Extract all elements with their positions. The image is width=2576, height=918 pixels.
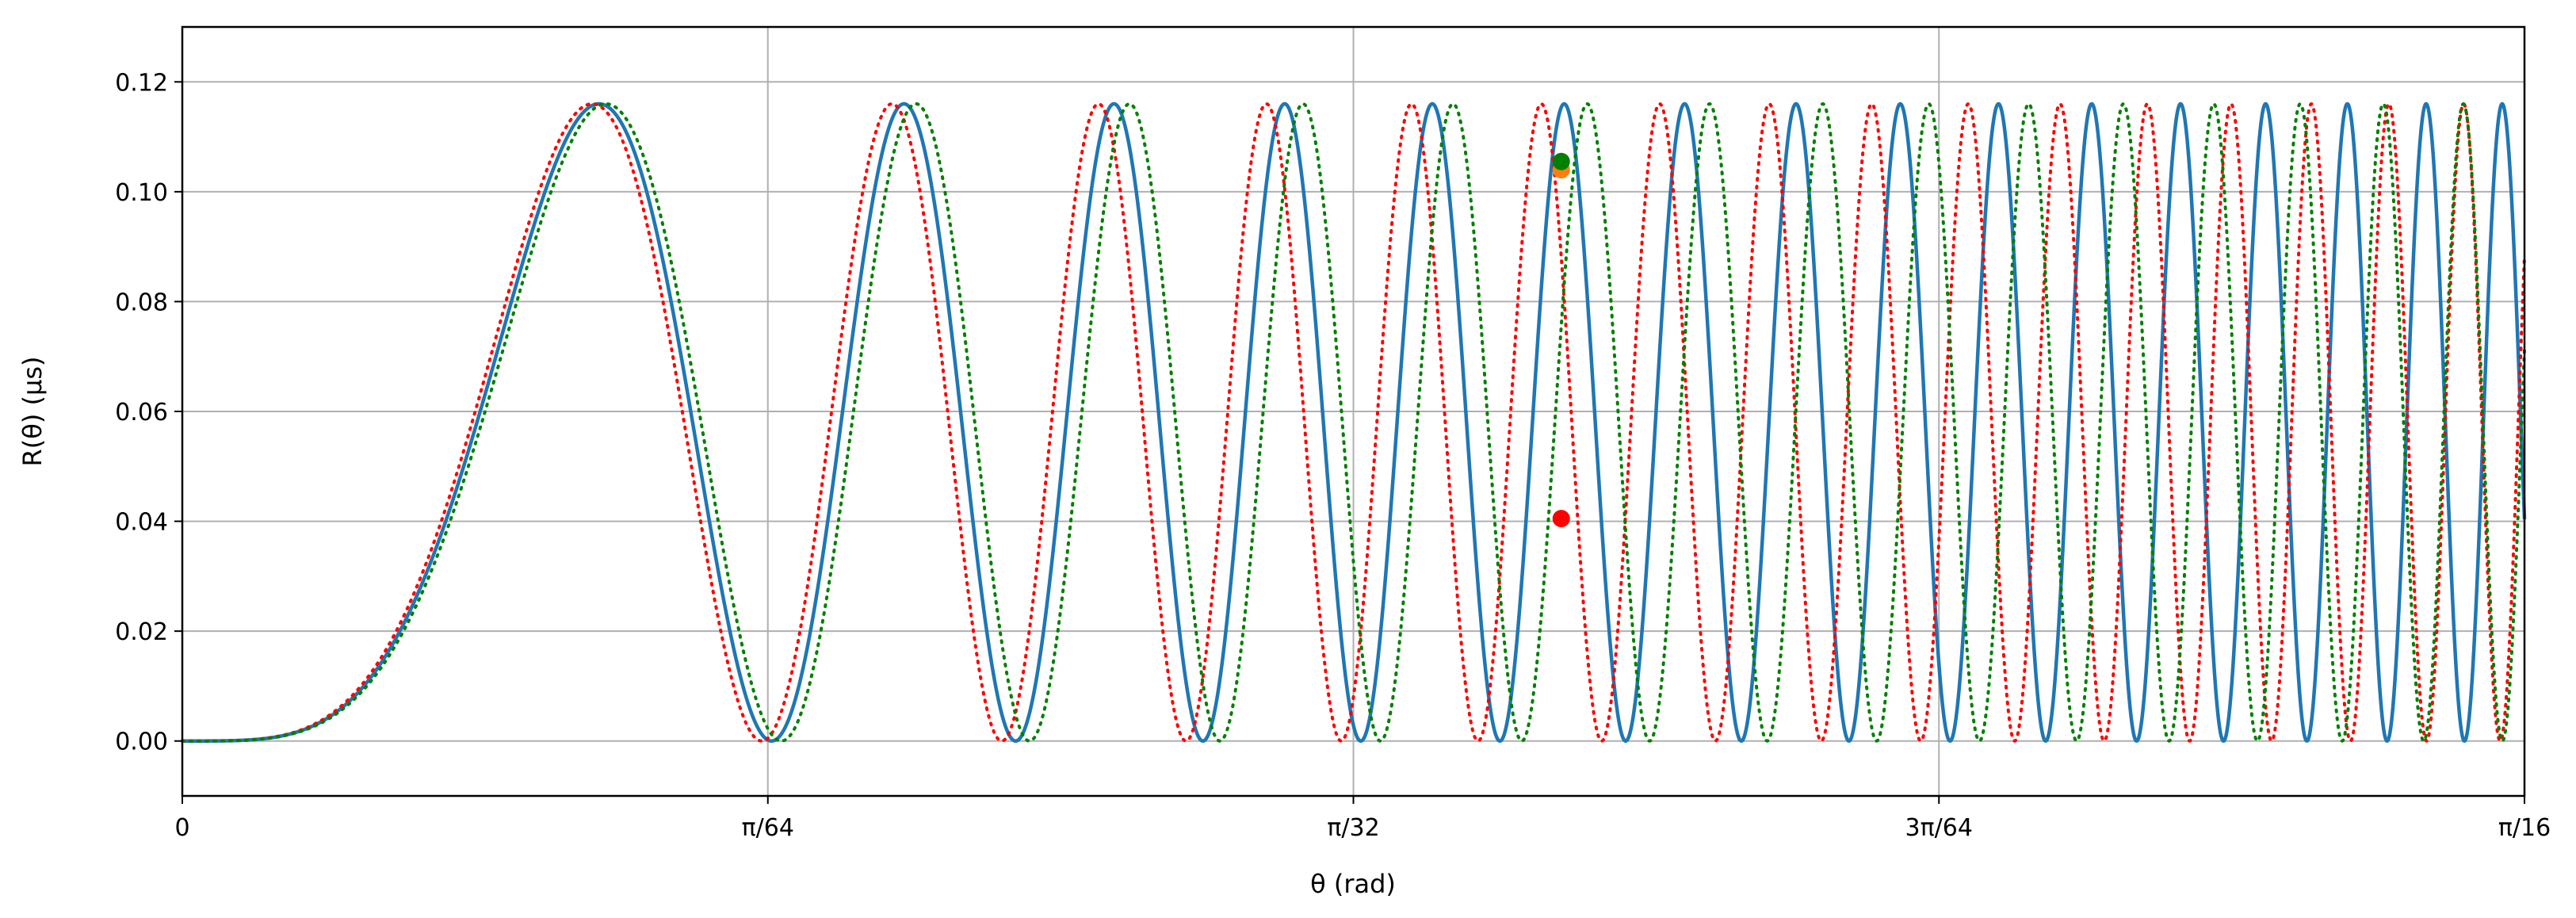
marker-point: [1552, 510, 1570, 528]
points-layer: [1552, 152, 1570, 528]
y-tick-labels: 0.00 0.02 0.04 0.06 0.08 0.10 0.12: [115, 69, 168, 755]
x-tick-label: π/16: [2498, 814, 2551, 842]
series-line-3: [181, 102, 2526, 743]
x-tick-label: π/32: [1327, 814, 1379, 842]
y-tick-label: 0.12: [115, 69, 168, 97]
y-axis-label: R(θ) (μs): [17, 357, 48, 467]
grid-lines: [182, 27, 2524, 796]
x-tick-label: 0: [174, 814, 189, 842]
x-tick-label: 3π/64: [1905, 814, 1973, 842]
y-tick-label: 0.08: [115, 289, 168, 316]
y-tick-label: 0.04: [115, 509, 168, 537]
marker-point: [1552, 152, 1570, 170]
x-axis-label: θ (rad): [1310, 869, 1396, 899]
y-tick-label: 0.06: [115, 399, 168, 426]
x-tick-labels: 0 π/64 π/32 3π/64 π/16: [174, 814, 2551, 842]
x-tick-label: π/64: [742, 814, 794, 842]
series-line-2: [181, 102, 2526, 743]
tick-marks: [174, 81, 2525, 804]
series-line-1: [181, 101, 2527, 743]
series-layer: [181, 101, 2527, 743]
y-tick-label: 0.02: [115, 618, 168, 646]
y-tick-label: 0.10: [115, 179, 168, 207]
y-tick-label: 0.00: [115, 729, 168, 756]
